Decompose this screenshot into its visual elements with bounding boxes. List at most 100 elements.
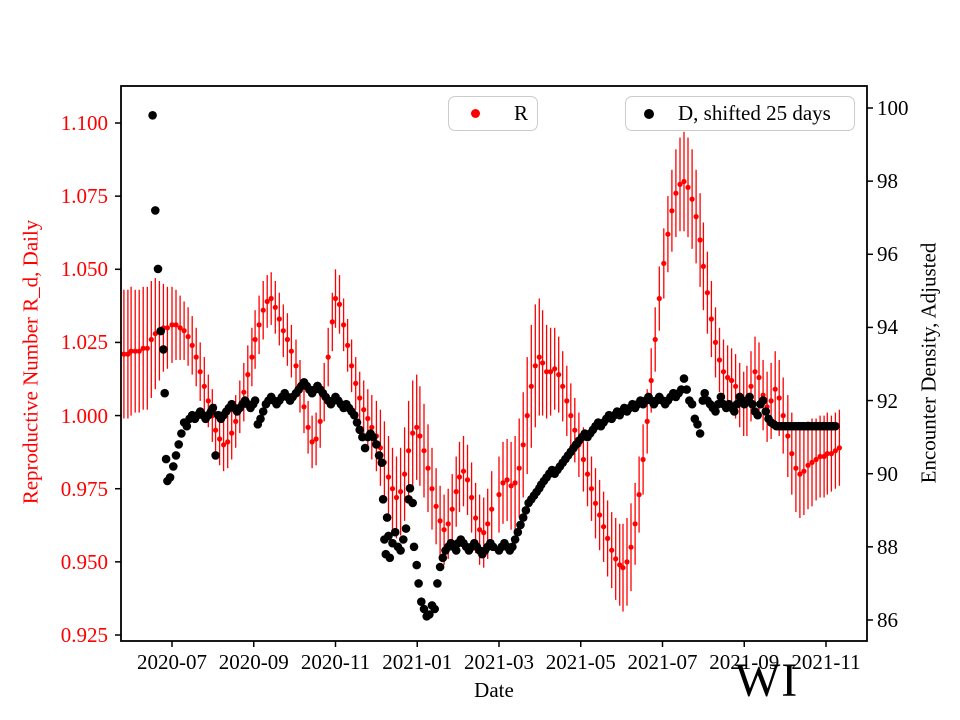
plot-frame: [120, 85, 868, 642]
d-point: [433, 579, 442, 588]
r-point: [136, 348, 142, 354]
d-point: [399, 535, 408, 544]
r-point: [152, 331, 158, 337]
r-point: [613, 556, 619, 562]
r-point: [272, 304, 278, 310]
d-point: [711, 407, 720, 416]
r-point: [636, 492, 642, 498]
y-tick-label-left: 1.000: [60, 403, 108, 428]
d-point: [360, 443, 370, 453]
r-point: [280, 328, 286, 334]
r-point: [201, 383, 207, 389]
r-point: [685, 184, 691, 190]
r-point: [433, 503, 439, 509]
r-point: [640, 456, 646, 463]
legend-d-label: D, shifted 25 days: [678, 101, 831, 125]
r-point: [588, 486, 595, 492]
d-point: [412, 560, 422, 570]
r-point: [508, 483, 514, 489]
r-point: [332, 295, 339, 302]
r-point: [477, 527, 483, 533]
d-point: [682, 385, 691, 394]
r-point: [552, 366, 558, 372]
r-point: [453, 489, 459, 495]
r-point: [556, 372, 562, 378]
r-point: [568, 413, 574, 419]
r-point: [504, 477, 510, 483]
d-point: [151, 206, 160, 215]
d-point: [408, 498, 418, 508]
r-point: [528, 383, 534, 389]
d-point: [518, 513, 528, 522]
x-tick-label: 2021-09: [709, 650, 780, 674]
d-point: [350, 410, 359, 420]
y-axis-label-right: Encounter Density, Adjusted: [916, 242, 941, 484]
r-point: [213, 427, 219, 433]
d-point: [211, 451, 220, 460]
r-point: [836, 445, 843, 451]
d-point: [156, 326, 165, 336]
d-point: [510, 535, 520, 544]
r-point: [801, 468, 807, 474]
r-point: [700, 263, 707, 269]
r-point: [449, 506, 455, 512]
r-point: [349, 363, 355, 369]
r-point: [632, 521, 638, 527]
r-point: [776, 395, 782, 401]
r-point: [797, 471, 803, 477]
r-point: [393, 494, 400, 501]
x-axis-label: Date: [474, 678, 514, 702]
r-point: [317, 418, 323, 424]
r-point: [544, 369, 550, 375]
d-point: [419, 604, 429, 614]
r-point: [729, 377, 735, 384]
r-point: [661, 260, 667, 266]
r-point: [813, 456, 819, 463]
r-point: [128, 348, 134, 354]
r-point: [313, 436, 319, 442]
x-tick-label: 2021-01: [382, 650, 453, 674]
r-point: [605, 535, 611, 542]
d-point: [153, 264, 163, 274]
r-point: [532, 363, 538, 369]
r-point: [245, 372, 251, 378]
r-point: [464, 477, 471, 483]
r-point: [832, 448, 839, 454]
d-point: [516, 520, 525, 530]
y-tick-label-left: 0.975: [60, 476, 108, 501]
y-tick-label-left: 1.100: [60, 111, 108, 135]
r-point: [445, 521, 451, 527]
r-point: [828, 451, 835, 457]
r-point: [164, 325, 170, 331]
y-tick-label-right: 94: [877, 315, 898, 340]
r-point: [644, 418, 650, 424]
r-point: [268, 295, 274, 302]
r-point: [652, 336, 658, 343]
d-point: [401, 524, 411, 533]
state-annotation: WI: [735, 654, 799, 707]
r-point: [121, 351, 127, 357]
d-point: [250, 396, 260, 405]
r-point: [485, 521, 491, 527]
r-point: [205, 398, 211, 404]
d-point: [377, 458, 387, 468]
r-point: [132, 348, 138, 354]
r-point: [789, 451, 795, 457]
legend-r: R: [448, 96, 538, 131]
r-point: [716, 357, 723, 363]
r-point: [140, 345, 146, 351]
y-tick-label-left: 0.925: [60, 622, 108, 647]
r-point: [325, 354, 331, 360]
y-tick-label-right: 98: [877, 169, 898, 194]
r-point: [336, 301, 343, 307]
y-tick-label-right: 100: [877, 96, 909, 120]
r-point: [824, 451, 830, 457]
r-point: [185, 334, 191, 340]
r-point: [540, 360, 546, 366]
r-point: [548, 369, 554, 375]
r-point: [181, 328, 187, 334]
r-point: [665, 231, 671, 237]
r-point: [752, 369, 758, 375]
d-point: [258, 407, 268, 416]
